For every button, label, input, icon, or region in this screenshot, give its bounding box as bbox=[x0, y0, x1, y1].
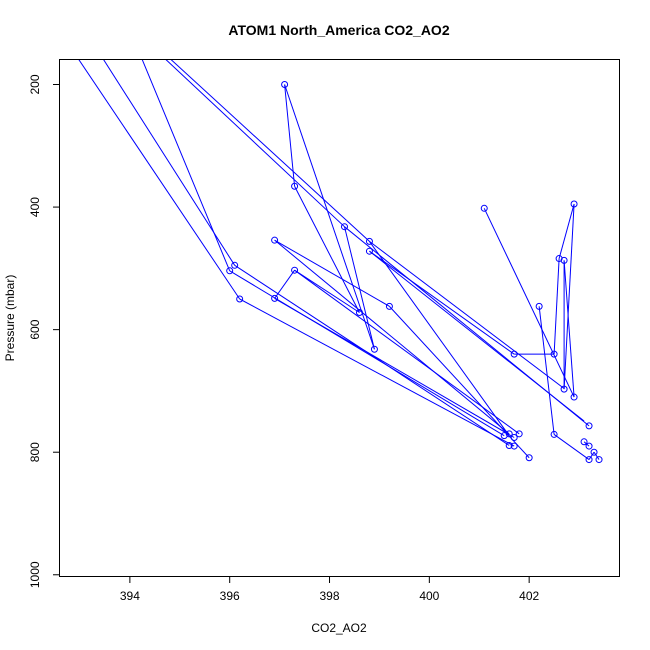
series-line-segment bbox=[275, 298, 515, 437]
series-line-segment bbox=[275, 270, 295, 298]
x-tick-label: 402 bbox=[519, 589, 539, 603]
y-tick-label: 1000 bbox=[28, 561, 42, 588]
x-tick-label: 394 bbox=[120, 589, 140, 603]
x-axis: 394 396 398 400 402 bbox=[120, 576, 540, 603]
series-line-segment bbox=[230, 271, 505, 436]
y-axis-label: Pressure (mbar) bbox=[3, 275, 17, 362]
y-tick-label: 600 bbox=[28, 319, 42, 339]
series-line-segment bbox=[484, 208, 574, 397]
series-line-segment bbox=[295, 270, 520, 434]
series-line-segment bbox=[564, 260, 574, 397]
series-line-segment bbox=[369, 251, 514, 354]
series-line-segment bbox=[140, 54, 230, 271]
y-tick-label: 800 bbox=[28, 442, 42, 462]
y-tick-label: 400 bbox=[28, 197, 42, 217]
series-lines bbox=[75, 54, 599, 460]
series-line-segment bbox=[539, 306, 554, 434]
series-line-segment bbox=[75, 54, 240, 299]
series-line-segment bbox=[564, 204, 574, 389]
plot-frame bbox=[60, 60, 620, 577]
y-tick-label: 200 bbox=[28, 74, 42, 94]
series-line-segment bbox=[554, 259, 559, 355]
y-axis: 200 400 600 800 1000 bbox=[28, 74, 60, 588]
x-axis-label: CO2_AO2 bbox=[311, 621, 367, 635]
series-points bbox=[227, 82, 602, 463]
x-tick-label: 396 bbox=[220, 589, 240, 603]
series-line-segment bbox=[160, 54, 345, 227]
series-line-segment bbox=[344, 227, 374, 350]
chart-title: ATOM1 North_America CO2_AO2 bbox=[228, 22, 449, 38]
series-line-segment bbox=[240, 299, 515, 446]
x-tick-label: 398 bbox=[320, 589, 340, 603]
series-line-segment bbox=[554, 434, 589, 459]
x-tick-label: 400 bbox=[419, 589, 439, 603]
series-line-segment bbox=[165, 54, 370, 242]
